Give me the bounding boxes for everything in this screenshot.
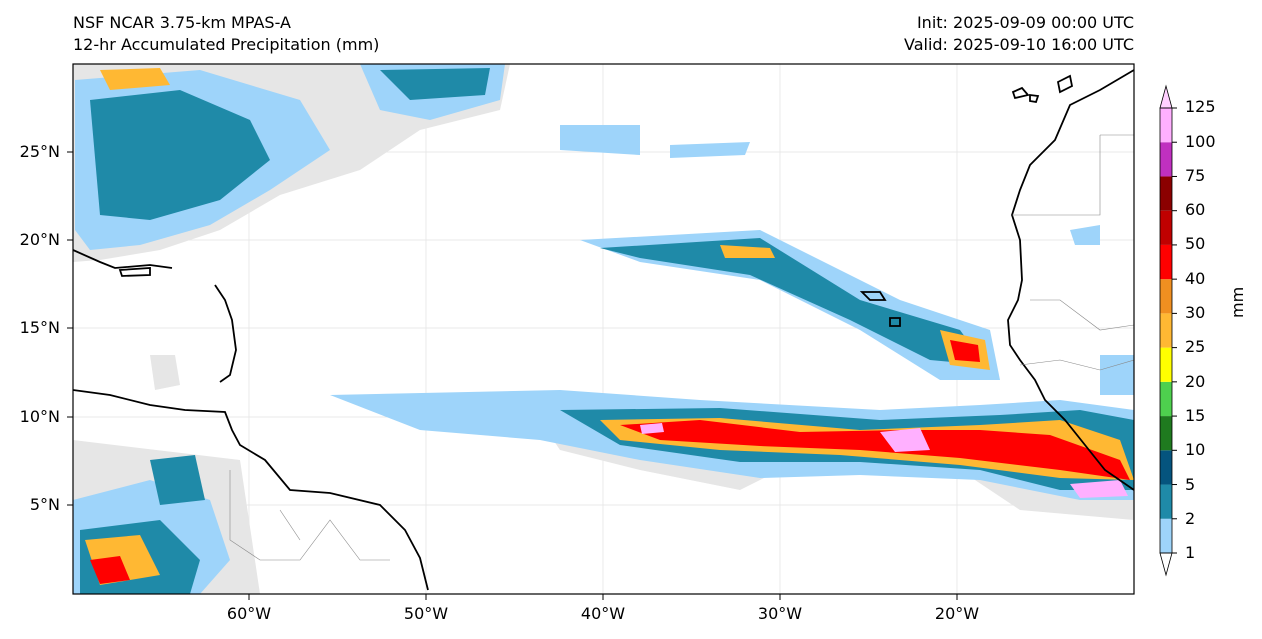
colorbar-segment [1160, 176, 1172, 211]
map-area [73, 64, 1134, 594]
cb-label-10: 10 [1185, 440, 1206, 459]
lon-label-60w: 60°W [226, 604, 272, 623]
precip-pink [640, 423, 1128, 498]
lon-label-40w: 40°W [580, 604, 626, 623]
cb-label-40: 40 [1185, 269, 1206, 288]
colorbar-segment [1160, 518, 1172, 553]
cb-label-25: 25 [1185, 337, 1206, 356]
lon-label-30w: 30°W [757, 604, 803, 623]
lat-label-5n: 5°N [29, 495, 60, 514]
colorbar-frame [1159, 107, 1173, 554]
title-left: NSF NCAR 3.75-km MPAS-A 12-hr Accumulate… [73, 12, 379, 56]
cb-label-15: 15 [1185, 406, 1206, 425]
valid-time: Valid: 2025-09-10 16:00 UTC [903, 35, 1134, 54]
title-right: Init: 2025-09-09 00:00 UTC Valid: 2025-0… [904, 12, 1134, 56]
borders [229, 134, 1134, 561]
cb-label-75: 75 [1185, 166, 1206, 185]
colorbar-segment [1160, 313, 1172, 348]
lat-label-25n: 25°N [19, 142, 60, 161]
lat-label-20n: 20°N [19, 230, 60, 249]
cb-label-5: 5 [1185, 475, 1196, 494]
lat-label-10n: 10°N [19, 407, 60, 426]
cb-label-100: 100 [1185, 132, 1216, 151]
colorbar-segment [1160, 484, 1172, 519]
colorbar-segment [1160, 108, 1172, 143]
lon-label-20w: 20°W [934, 604, 980, 623]
model-name: NSF NCAR 3.75-km MPAS-A [73, 13, 291, 32]
cb-label-30: 30 [1185, 303, 1206, 322]
colorbar-segment [1160, 279, 1172, 314]
colorbar-segment [1160, 381, 1172, 417]
colorbar-segment [1160, 244, 1172, 280]
cb-label-125: 125 [1185, 97, 1216, 116]
colorbar-segment [1160, 347, 1172, 382]
tick-marks [67, 151, 958, 600]
cb-label-2: 2 [1185, 509, 1196, 528]
cb-label-50: 50 [1185, 234, 1206, 253]
colorbar-segment [1160, 210, 1172, 245]
init-time: Init: 2025-09-09 00:00 UTC [916, 13, 1134, 32]
cb-label-60: 60 [1185, 200, 1206, 219]
colorbar-unit-label: mm [1228, 286, 1247, 318]
coastlines [73, 69, 1134, 591]
colorbar-over-arrow [1159, 84, 1173, 109]
colorbar [1159, 84, 1177, 577]
field-name: 12-hr Accumulated Precipitation (mm) [73, 35, 380, 54]
colorbar-segment [1160, 416, 1172, 451]
colorbar-segment [1160, 142, 1172, 177]
cb-label-1: 1 [1185, 543, 1196, 562]
precip-red [90, 340, 1130, 584]
lat-label-15n: 15°N [19, 318, 60, 337]
cb-label-20: 20 [1185, 372, 1206, 391]
lon-label-50w: 50°W [403, 604, 449, 623]
colorbar-segment [1160, 450, 1172, 485]
colorbar-under-arrow [1159, 552, 1173, 577]
